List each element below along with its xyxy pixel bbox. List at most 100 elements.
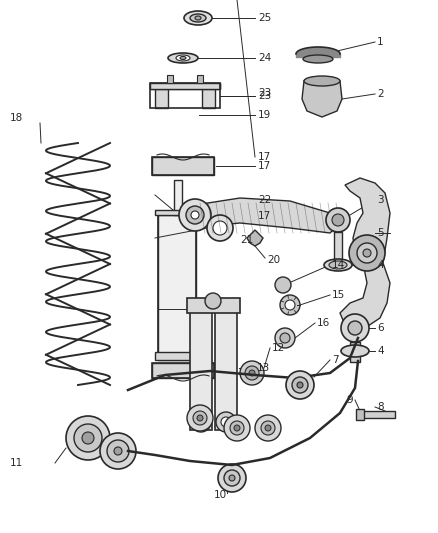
Polygon shape	[247, 230, 263, 246]
Text: 11: 11	[10, 458, 23, 468]
Text: 8: 8	[377, 402, 384, 412]
Circle shape	[213, 221, 227, 235]
Ellipse shape	[190, 14, 206, 22]
Circle shape	[357, 243, 377, 263]
Circle shape	[255, 415, 281, 441]
Circle shape	[275, 328, 295, 348]
Text: 16: 16	[317, 318, 330, 328]
Bar	[152, 157, 214, 175]
Circle shape	[74, 424, 102, 452]
Circle shape	[114, 447, 122, 455]
Text: 3: 3	[377, 195, 384, 205]
Text: 23: 23	[258, 88, 271, 98]
Text: 9: 9	[346, 395, 353, 405]
Circle shape	[224, 415, 250, 441]
Circle shape	[187, 405, 213, 431]
Circle shape	[349, 235, 385, 271]
Text: 17: 17	[258, 211, 271, 221]
Bar	[155, 210, 199, 215]
Ellipse shape	[329, 261, 347, 269]
Circle shape	[297, 382, 303, 388]
Ellipse shape	[304, 76, 340, 86]
Circle shape	[348, 321, 362, 335]
Circle shape	[207, 215, 233, 241]
Bar	[215, 305, 237, 430]
Text: 14: 14	[332, 260, 345, 270]
Polygon shape	[340, 178, 390, 328]
Polygon shape	[302, 81, 342, 117]
Circle shape	[280, 295, 300, 315]
Bar	[350, 342, 360, 362]
Bar	[155, 352, 199, 360]
Circle shape	[107, 440, 129, 462]
Polygon shape	[150, 83, 220, 89]
Text: 4: 4	[377, 260, 384, 270]
Bar	[167, 75, 173, 83]
Ellipse shape	[303, 55, 333, 63]
Polygon shape	[158, 215, 196, 360]
Polygon shape	[152, 157, 214, 175]
Circle shape	[265, 425, 271, 431]
Text: 23: 23	[258, 91, 271, 101]
Circle shape	[275, 277, 291, 293]
Circle shape	[229, 475, 235, 481]
Circle shape	[216, 412, 236, 432]
Bar	[360, 411, 395, 418]
Circle shape	[186, 206, 204, 224]
Polygon shape	[152, 363, 214, 378]
Circle shape	[332, 214, 344, 226]
Text: 24: 24	[258, 53, 271, 63]
Circle shape	[292, 377, 308, 393]
Circle shape	[218, 464, 246, 492]
Text: 20: 20	[267, 255, 280, 265]
Circle shape	[197, 415, 203, 421]
Circle shape	[191, 412, 211, 432]
Circle shape	[224, 470, 240, 486]
Polygon shape	[155, 89, 168, 108]
Circle shape	[249, 370, 255, 376]
Ellipse shape	[180, 56, 186, 60]
Circle shape	[82, 432, 94, 444]
Text: 6: 6	[377, 323, 384, 333]
Circle shape	[221, 417, 231, 427]
Circle shape	[285, 300, 295, 310]
Polygon shape	[195, 198, 340, 233]
Circle shape	[234, 425, 240, 431]
Ellipse shape	[168, 53, 198, 63]
Circle shape	[363, 249, 371, 257]
Text: 19: 19	[258, 110, 271, 120]
Circle shape	[341, 314, 369, 342]
Circle shape	[230, 421, 244, 435]
Circle shape	[286, 371, 314, 399]
Text: 1: 1	[377, 37, 384, 47]
Ellipse shape	[176, 55, 190, 61]
Circle shape	[205, 293, 221, 309]
Text: 5: 5	[377, 228, 384, 238]
Text: 22: 22	[258, 195, 271, 205]
Circle shape	[179, 199, 211, 231]
Circle shape	[66, 416, 110, 460]
Circle shape	[193, 411, 207, 425]
Circle shape	[326, 208, 350, 232]
Text: 12: 12	[272, 343, 285, 353]
Text: 17: 17	[258, 152, 271, 162]
Text: 13: 13	[257, 363, 270, 373]
Bar	[158, 215, 196, 360]
Ellipse shape	[195, 16, 201, 20]
Text: 21: 21	[240, 235, 253, 245]
Circle shape	[196, 417, 206, 427]
Ellipse shape	[341, 345, 369, 357]
Text: 4: 4	[377, 346, 384, 356]
Text: 17: 17	[258, 161, 271, 171]
Bar	[334, 232, 342, 262]
Bar	[150, 83, 220, 108]
Text: 2: 2	[377, 89, 384, 99]
Text: 7: 7	[332, 355, 339, 365]
Text: 18: 18	[10, 113, 23, 123]
Circle shape	[280, 333, 290, 343]
Bar	[174, 180, 182, 215]
Bar	[356, 409, 364, 420]
Text: 10: 10	[213, 490, 226, 500]
Text: 25: 25	[258, 13, 271, 23]
Bar	[152, 363, 214, 378]
